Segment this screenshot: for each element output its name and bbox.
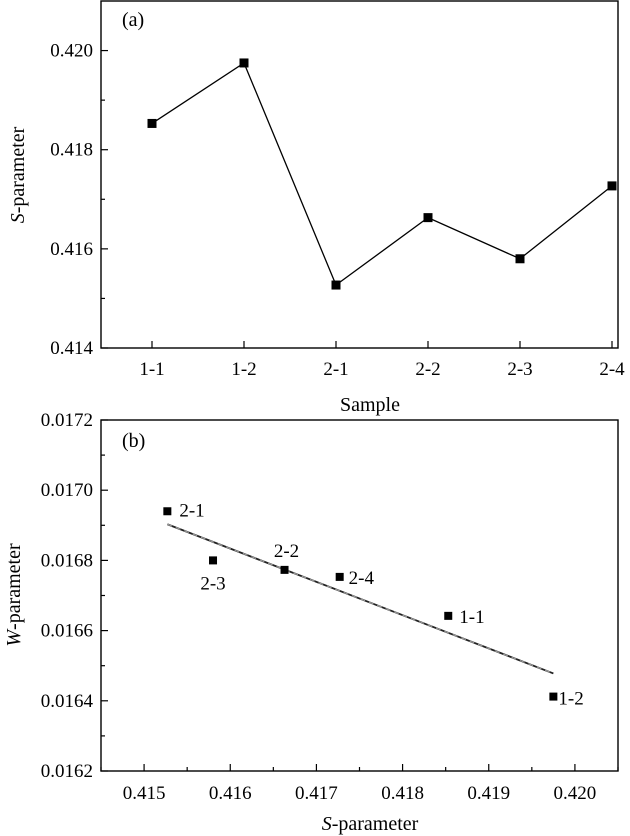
chart-a-x-tick-label: 1-1 [139,359,164,380]
chart-b-y-tick-label: 0.0168 [41,550,93,571]
chart-b-x-tick-label: 0.416 [209,783,252,804]
chart-a-point [515,254,525,264]
chart-b-x-tick-label: 0.418 [381,783,424,804]
chart-b-point-label: 2-1 [179,500,204,521]
chart-b-y-tick-label: 0.0170 [41,480,93,501]
chart-b-y-axis-label-rest: -parameter [3,543,25,630]
chart-b-x-axis-label: S-parameter [322,813,419,835]
chart-b-point-label: 2-4 [349,568,375,589]
chart-b-point [549,692,558,701]
chart-b-x-tick-label: 0.417 [295,783,338,804]
chart-b-point [335,572,344,581]
chart-a-y-axis-label-rest: -parameter [7,126,29,213]
chart-b-x-tick-label: 0.420 [554,783,597,804]
chart-a-y-axis-label: S-parameter [7,126,29,223]
chart-b-x-tick-label: 0.419 [467,783,510,804]
chart-a-y-axis-label-italic: S [7,213,29,223]
chart-a-point [607,181,617,191]
chart-a-x-tick-label: 2-2 [415,359,440,380]
chart-b-point [444,611,453,620]
chart-b-y-tick-label: 0.0172 [41,410,93,431]
chart-b-y-axis-label: W-parameter [3,543,25,647]
chart-a-x-tick-label: 2-3 [507,359,532,380]
chart-a-x-axis-label: Sample [340,394,400,416]
chart-b-x-tick-label: 0.415 [123,783,166,804]
chart-b-point [163,507,172,516]
chart-a: (a) 0.414 0.416 0.418 0.420 1-1 1-2 2-1 2-2 2-3 2… [7,0,625,416]
chart-b-point-label: 2-3 [200,573,225,594]
chart-a-y-tick-label: 0.416 [50,239,93,260]
chart-a-x-tick-label: 1-2 [231,359,256,380]
chart-b-point [280,565,289,574]
chart-b-y-tick-label: 0.0164 [41,691,94,712]
chart-b-point-label: 1-2 [558,689,583,710]
chart-a-point [331,280,341,290]
chart-a-x-tick-label: 2-4 [599,359,625,380]
chart-b-ticks: 0.0162 0.0164 0.0166 0.0168 0.0170 0.0172 0.41… [41,410,619,804]
chart-b-fit-line-dash [167,523,554,674]
chart-b-panel-label: (b) [122,430,145,452]
chart-b-point-label: 1-1 [459,607,484,628]
chart-a-frame [100,0,619,349]
chart-a-ticks: 0.414 0.416 0.418 0.420 1-1 1-2 2-1 2-2 2-3 2-4 [50,41,625,380]
chart-a-y-tick-label: 0.414 [50,338,93,359]
chart-a-panel-label: (a) [122,9,144,31]
chart-b-x-axis-label-rest: -parameter [332,813,419,835]
chart-b-y-tick-label: 0.0166 [41,621,93,642]
chart-a-y-tick-label: 0.420 [50,41,93,62]
chart-a-y-tick-label: 0.418 [50,140,93,161]
chart-b-frame [100,419,619,772]
chart-b-point [209,556,218,565]
chart-b-x-axis-label-italic: S [322,813,332,835]
chart-b-y-axis-label-italic: W [3,628,25,647]
chart-b-fit-line [167,523,554,675]
chart-a-point [423,213,433,223]
chart-a-series-line [151,61,613,287]
chart-a-point [147,118,157,128]
chart-a-x-tick-label: 2-1 [323,359,348,380]
chart-a-markers [147,58,617,290]
chart-b-point-label: 2-2 [274,541,299,562]
chart-b-points: 2-1 2-3 2-2 2-4 1-1 1-2 [163,500,584,710]
chart-b-y-tick-label: 0.0162 [41,761,93,782]
chart-a-series-path [151,61,613,287]
chart-a-point [239,58,249,68]
chart-b: (b) 0.0162 0.0164 0.0166 0.0168 0.0170 0.0172… [3,410,619,835]
